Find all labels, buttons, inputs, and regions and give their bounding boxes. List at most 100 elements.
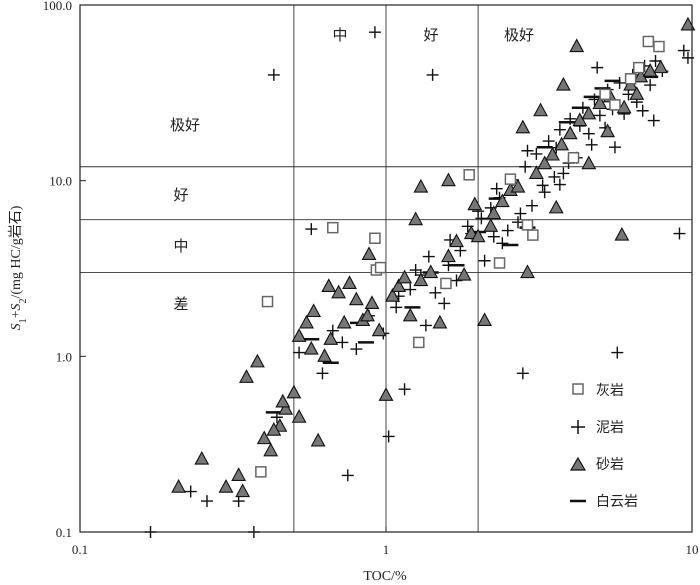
triangle-point <box>342 275 357 289</box>
plus-point <box>316 367 329 380</box>
left-grade-medium: 中 <box>173 237 188 255</box>
triangle-point <box>310 432 326 447</box>
triangle-point <box>231 467 247 481</box>
square-point <box>642 35 655 48</box>
plus-point <box>267 68 280 81</box>
triangle-point <box>572 112 588 127</box>
triangle-point <box>378 387 394 401</box>
triangle-point <box>533 102 548 117</box>
plus-point <box>677 44 690 57</box>
y-tick-label: 10.0 <box>49 174 72 189</box>
plus-point <box>538 186 551 199</box>
square-point <box>369 232 381 245</box>
plus-point <box>200 495 213 508</box>
plus-point <box>530 147 543 160</box>
top-grade-excellent: 极好 <box>504 26 534 44</box>
square-point <box>567 152 580 164</box>
legend-label-sandstone: 砂岩 <box>596 457 624 473</box>
triangle-point <box>408 211 424 226</box>
triangle-point <box>171 479 187 493</box>
triangle-point <box>218 479 234 493</box>
triangle-point <box>402 307 418 322</box>
triangle-point <box>486 205 502 220</box>
plus-point <box>390 301 403 314</box>
square-point <box>493 257 506 269</box>
triangle-point <box>249 353 265 368</box>
plus-point <box>514 207 527 220</box>
plus-point <box>293 346 306 359</box>
square-point <box>463 169 475 181</box>
y-label-plus: + <box>9 310 24 318</box>
triangle-point <box>299 314 314 329</box>
triangle-point <box>555 76 571 91</box>
plus-point <box>611 346 624 359</box>
plus-point <box>636 104 649 117</box>
triangle-point <box>348 291 364 306</box>
plus-point <box>368 26 381 39</box>
triangle-point <box>520 264 535 279</box>
triangle-point <box>397 269 412 284</box>
legend-label-dolomite: 白云岩 <box>596 494 638 510</box>
y-tick-label: 0.1 <box>56 525 72 540</box>
triangle-point <box>364 295 380 310</box>
plus-point <box>608 141 621 154</box>
legend-marker-limestone <box>572 383 584 395</box>
triangle-point <box>336 314 352 329</box>
triangle-point <box>441 172 456 187</box>
square-point <box>413 336 425 349</box>
triangle-point <box>256 430 272 445</box>
triangle-point <box>653 59 669 74</box>
plus-point <box>429 286 442 299</box>
legend-label-limestone: 灰岩 <box>596 383 624 399</box>
square-point <box>255 466 267 478</box>
plus-point <box>336 336 349 349</box>
triangle-point <box>680 16 696 31</box>
triangle-point <box>569 38 585 53</box>
triangle-point <box>275 393 291 408</box>
square-point <box>527 229 539 241</box>
y-axis-label: S1+S2/(mg HC/g岩石) <box>8 205 29 330</box>
triangle-point <box>432 314 448 329</box>
plus-point <box>419 319 432 332</box>
triangle-point <box>537 155 553 170</box>
triangle-point <box>554 136 570 151</box>
triangle-point <box>239 369 254 383</box>
plus-point <box>525 199 538 212</box>
triangle-point <box>494 193 510 208</box>
plus-point <box>536 179 549 192</box>
plus-point <box>582 127 595 140</box>
x-tick-label: 1 <box>383 542 390 557</box>
plus-point <box>404 283 417 296</box>
triangle-point <box>371 322 387 337</box>
plus-point <box>350 343 363 356</box>
triangle-point <box>616 99 632 114</box>
triangle-point <box>291 409 307 423</box>
plus-point <box>475 212 488 225</box>
triangle-point <box>413 178 429 193</box>
plus-point <box>438 297 451 310</box>
left-grade-good: 好 <box>173 186 188 204</box>
top-grade-good: 好 <box>423 26 438 44</box>
square-point <box>609 99 621 111</box>
plus-point <box>478 254 491 267</box>
triangle-point <box>581 155 597 170</box>
y-label-unit: /(mg HC/g岩石) <box>8 205 24 298</box>
square-point <box>374 261 387 274</box>
triangle-point <box>306 303 322 318</box>
y-label-sub2: 2 <box>18 299 29 304</box>
data-points <box>144 16 696 538</box>
y-tick-label: 1.0 <box>56 349 72 364</box>
plus-point <box>382 430 395 443</box>
y-label-s1: S <box>9 323 24 330</box>
plus-point <box>305 223 318 236</box>
triangle-point <box>317 348 333 362</box>
plus-point <box>553 123 566 136</box>
plus-point <box>398 383 411 396</box>
plus-point <box>593 109 606 122</box>
plus-point <box>426 68 439 81</box>
plus-point <box>516 367 529 380</box>
y-label-s2: S <box>9 304 24 311</box>
triangle-point <box>413 272 429 287</box>
triangle-point <box>385 288 400 302</box>
